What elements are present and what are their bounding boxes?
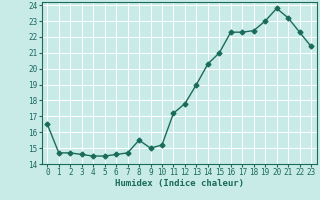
X-axis label: Humidex (Indice chaleur): Humidex (Indice chaleur): [115, 179, 244, 188]
